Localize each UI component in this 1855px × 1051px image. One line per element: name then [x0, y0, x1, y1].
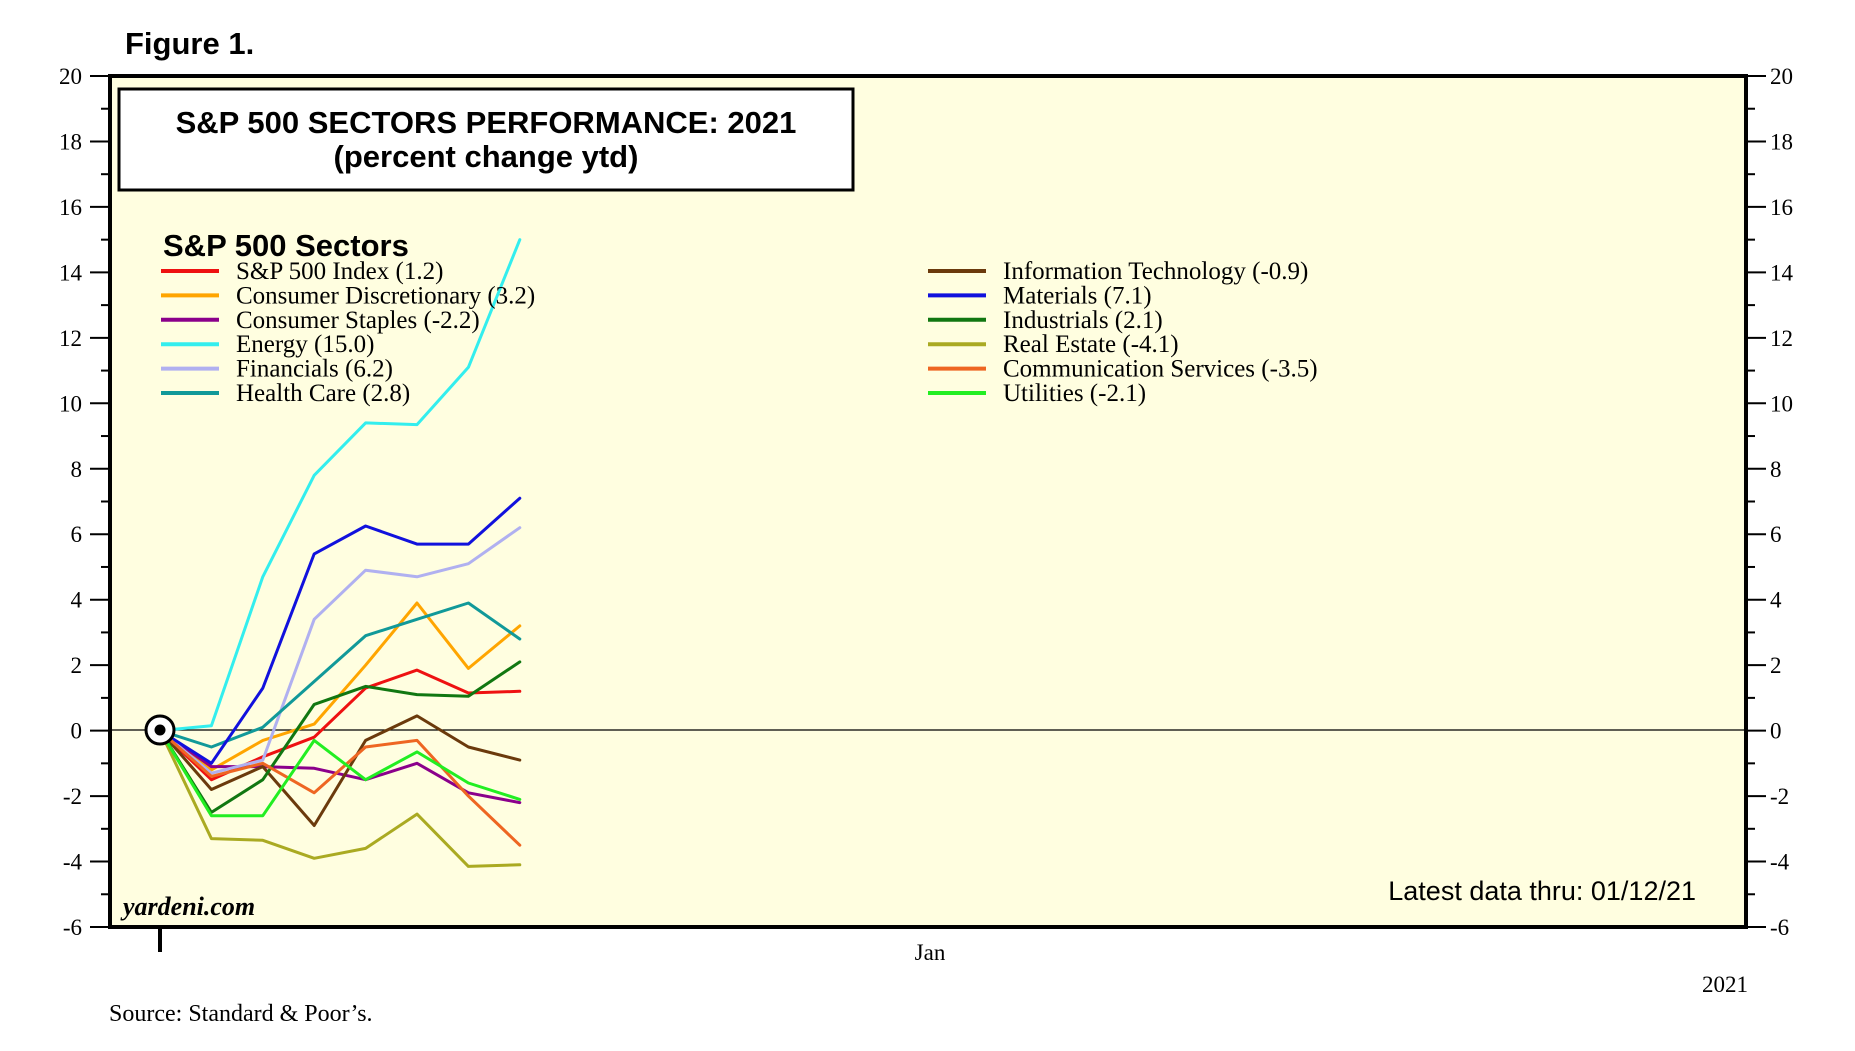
plot-area: [108, 74, 1748, 929]
y-tick-label-right: -6: [1770, 915, 1789, 940]
legend-label-health-care: Health Care (2.8): [236, 380, 410, 407]
y-tick-label-right: -2: [1770, 784, 1789, 809]
y-tick-label-right: 10: [1770, 391, 1793, 416]
y-tick-label-right: 12: [1770, 326, 1793, 351]
y-tick-label-left: -6: [63, 915, 82, 940]
series-line-energy: [158, 238, 522, 733]
title-box-frame: [117, 87, 855, 192]
y-tick-label-right: 4: [1770, 588, 1782, 613]
y-tick-label-left: 4: [71, 588, 83, 613]
y-tick-label-left: 16: [59, 195, 82, 220]
y-tick-label-left: 18: [59, 129, 82, 154]
y-tick-label-left: 0: [71, 719, 83, 744]
series-line-communication-services: [158, 729, 522, 847]
series-line-financials: [158, 526, 522, 775]
legend-label-energy: Energy (15.0): [236, 331, 374, 358]
legend-label-s-p-500-index: S&P 500 Index (1.2): [236, 258, 443, 285]
series-line-materials: [158, 496, 522, 765]
y-tick-label-right: 2: [1770, 653, 1782, 678]
series-line-s-p-500-index: [158, 668, 522, 782]
series-line-utilities: [158, 729, 522, 818]
legend-label-industrials: Industrials (2.1): [1003, 307, 1163, 334]
legend-label-information-technology: Information Technology (-0.9): [1003, 258, 1308, 285]
legend-label-materials: Materials (7.1): [1003, 282, 1152, 309]
series-line-health-care: [158, 601, 522, 749]
figure-label: Figure 1.: [125, 26, 254, 61]
y-tick-label-right: 6: [1770, 522, 1782, 547]
latest-data-note: Latest data thru: 01/12/21: [1388, 876, 1696, 906]
legend-label-communication-services: Communication Services (-3.5): [1003, 356, 1318, 383]
y-axis-right: -6 -4 -2 0 2 4 6 8 10 12 14 16 18 20: [1744, 64, 1794, 940]
x-axis-month-label: Jan: [915, 940, 946, 965]
legend-label-utilities: Utilities (-2.1): [1003, 380, 1146, 407]
y-tick-label-right: -4: [1770, 850, 1790, 875]
y-tick-label-right: 8: [1770, 457, 1782, 482]
watermark: yardeni.com: [120, 892, 255, 921]
chart-title: S&P 500 SECTORS PERFORMANCE: 2021: [176, 105, 797, 140]
y-tick-label-left: 8: [71, 457, 83, 482]
y-tick-label-left: -4: [63, 850, 83, 875]
y-tick-label-right: 0: [1770, 719, 1782, 744]
y-tick-label-right: 16: [1770, 195, 1793, 220]
y-tick-label-left: -2: [63, 784, 82, 809]
legend-label-financials: Financials (6.2): [236, 356, 393, 383]
legend-label-real-estate: Real Estate (-4.1): [1003, 331, 1179, 358]
y-tick-label-right: 14: [1770, 260, 1794, 285]
y-tick-label-left: 20: [59, 64, 82, 89]
legend: S&P 500 Index (1.2)Consumer Discretionar…: [161, 258, 1318, 407]
series-line-industrials: [158, 660, 522, 814]
start-marker: [144, 714, 176, 746]
y-tick-label-left: 10: [59, 391, 82, 416]
legend-title: S&P 500 Sectors: [163, 228, 409, 263]
source-note: Source: Standard & Poor’s.: [109, 1001, 373, 1027]
x-axis-year-label: 2021: [1702, 972, 1748, 997]
series-line-real-estate: [158, 729, 522, 868]
series-line-information-technology: [158, 714, 522, 827]
legend-label-consumer-staples: Consumer Staples (-2.2): [236, 307, 480, 334]
title-box: S&P 500 SECTORS PERFORMANCE: 2021 (perce…: [117, 87, 855, 192]
legend-label-consumer-discretionary: Consumer Discretionary (3.2): [236, 282, 535, 309]
y-tick-label-left: 2: [71, 653, 83, 678]
y-axis-left: -6 -4 -2 0 2 4 6 8 10 12 14 16 18 20: [59, 64, 112, 940]
y-tick-label-right: 20: [1770, 64, 1793, 89]
chart-subtitle: (percent change ytd): [334, 139, 639, 174]
y-tick-label-left: 6: [71, 522, 83, 547]
series-lines: [158, 238, 522, 868]
start-marker-dot: [154, 724, 166, 736]
y-tick-label-left: 12: [59, 326, 82, 351]
y-tick-label-left: 14: [59, 260, 83, 285]
y-tick-label-right: 18: [1770, 129, 1793, 154]
